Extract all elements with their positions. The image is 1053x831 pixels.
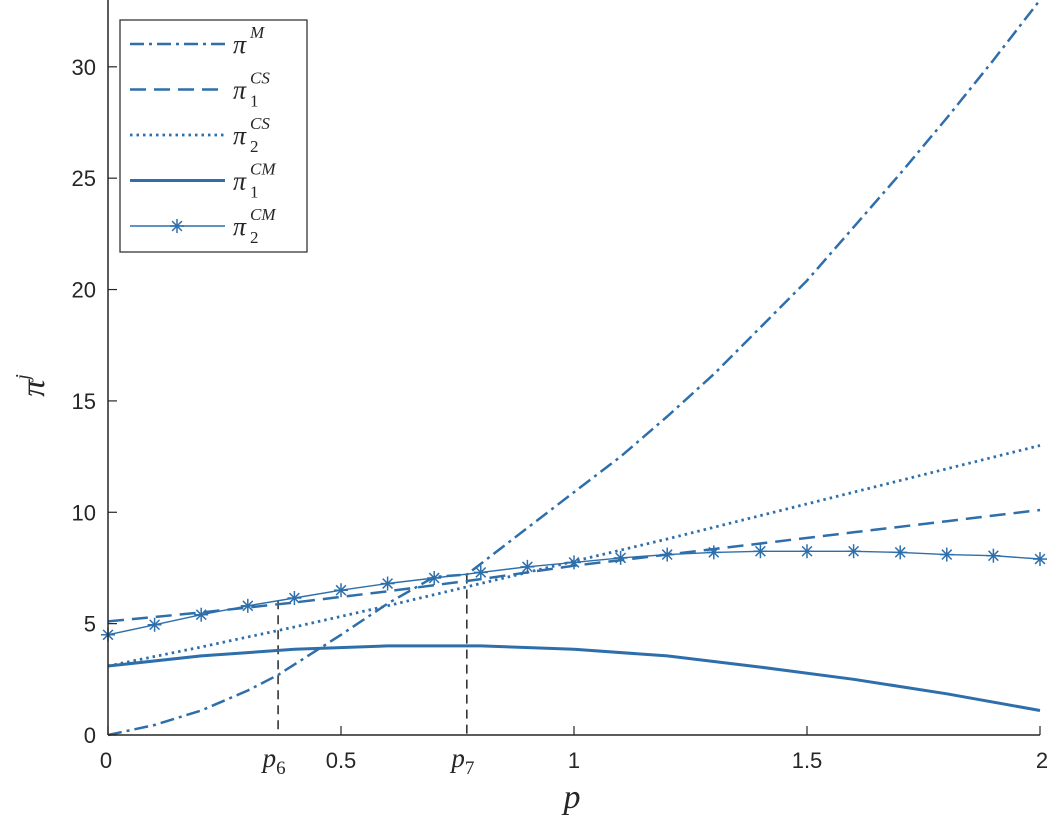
y-tick-label: 20 [72, 278, 96, 303]
svg-text:πj: πj [12, 374, 52, 397]
series-point-pi2-cm [473, 565, 488, 580]
series-point-pi2-cm [1033, 552, 1047, 567]
y-tick-label: 15 [72, 389, 96, 414]
series-point-pi2-cm [706, 545, 721, 560]
legend-label-sup: CM [250, 160, 276, 179]
legend-entry-pi1-cs: π CS 1 [130, 69, 270, 111]
series-point-pi2-cm [567, 555, 581, 570]
series-pi2-cm [101, 544, 1047, 642]
marker-label-p7: p7 [449, 743, 474, 779]
plot-series [101, 0, 1047, 737]
series-point-pi2-cm [427, 570, 442, 585]
p-markers: p6 p7 [261, 574, 474, 779]
series-point-pi2-cm [147, 617, 162, 632]
x-axis-label: p [562, 779, 581, 816]
legend-label-sup: CS [250, 69, 270, 88]
series-point-pi2-cm [334, 583, 348, 598]
legend-label: π [233, 212, 247, 241]
y-axis-label-sup: j [12, 374, 34, 383]
legend-entry-pi2-cs: π CS 2 [130, 114, 270, 156]
legend-label: π [233, 121, 247, 150]
y-axis-label: πj [12, 374, 52, 397]
x-tick-label: 0.5 [326, 748, 357, 773]
series-point-pi2-cm [939, 547, 954, 562]
legend-label: π [233, 30, 247, 59]
series-point-pi2-cm [986, 548, 1001, 563]
series-pi1-cm [107, 644, 1041, 712]
series-line-pi1-cm [107, 644, 1041, 712]
x-tick-label: 1 [568, 748, 580, 773]
legend-label-sup: CS [250, 114, 270, 133]
x-tick-label: 2 [1036, 748, 1048, 773]
legend-label: π [233, 167, 247, 196]
series-pi-m [107, 0, 1041, 737]
series-point-pi2-cm [194, 607, 209, 622]
series-point-pi2-cm [800, 544, 814, 559]
legend-swatch-marker [170, 219, 184, 233]
series-line-pi-m [107, 0, 1041, 737]
legend-entry-pi2-cm: π CM 2 [130, 205, 276, 247]
legend-label-sup: CM [250, 205, 276, 224]
y-tick-label: 25 [72, 166, 96, 191]
marker-label-p6: p6 [261, 743, 286, 779]
y-tick-label: 30 [72, 55, 96, 80]
x-tick-label: 1.5 [792, 748, 823, 773]
x-tick-label: 0 [100, 748, 112, 773]
legend-label-sub: 2 [250, 228, 259, 247]
series-point-pi2-cm [846, 544, 861, 559]
legend-label: π [233, 76, 247, 105]
series-point-pi2-cm [240, 598, 255, 613]
series-point-pi2-cm [287, 591, 302, 606]
legend-label-sup: M [249, 23, 265, 42]
y-tick-label: 10 [72, 500, 96, 525]
x-axis-ticks: 0 0.5 1 1.5 2 [100, 726, 1048, 773]
series-point-pi2-cm [660, 547, 675, 562]
legend-label-sub: 1 [250, 92, 259, 111]
series-point-pi2-cm [753, 544, 768, 559]
legend-box [119, 19, 308, 253]
y-axis-label-base: π [15, 379, 52, 397]
series-point-pi2-cm [520, 559, 535, 574]
series-point-pi2-cm [893, 545, 908, 560]
legend-label-sub: 2 [250, 137, 259, 156]
y-axis-ticks: 0 5 10 15 20 25 30 [72, 55, 117, 748]
legend-entry-pi1-cm: π CM 1 [130, 160, 276, 202]
series-point-pi2-cm [613, 550, 628, 565]
series-point-pi2-cm [380, 576, 395, 591]
y-tick-label: 5 [84, 612, 96, 637]
legend-label-sub: 1 [250, 183, 259, 202]
y-tick-label: 0 [84, 723, 96, 748]
